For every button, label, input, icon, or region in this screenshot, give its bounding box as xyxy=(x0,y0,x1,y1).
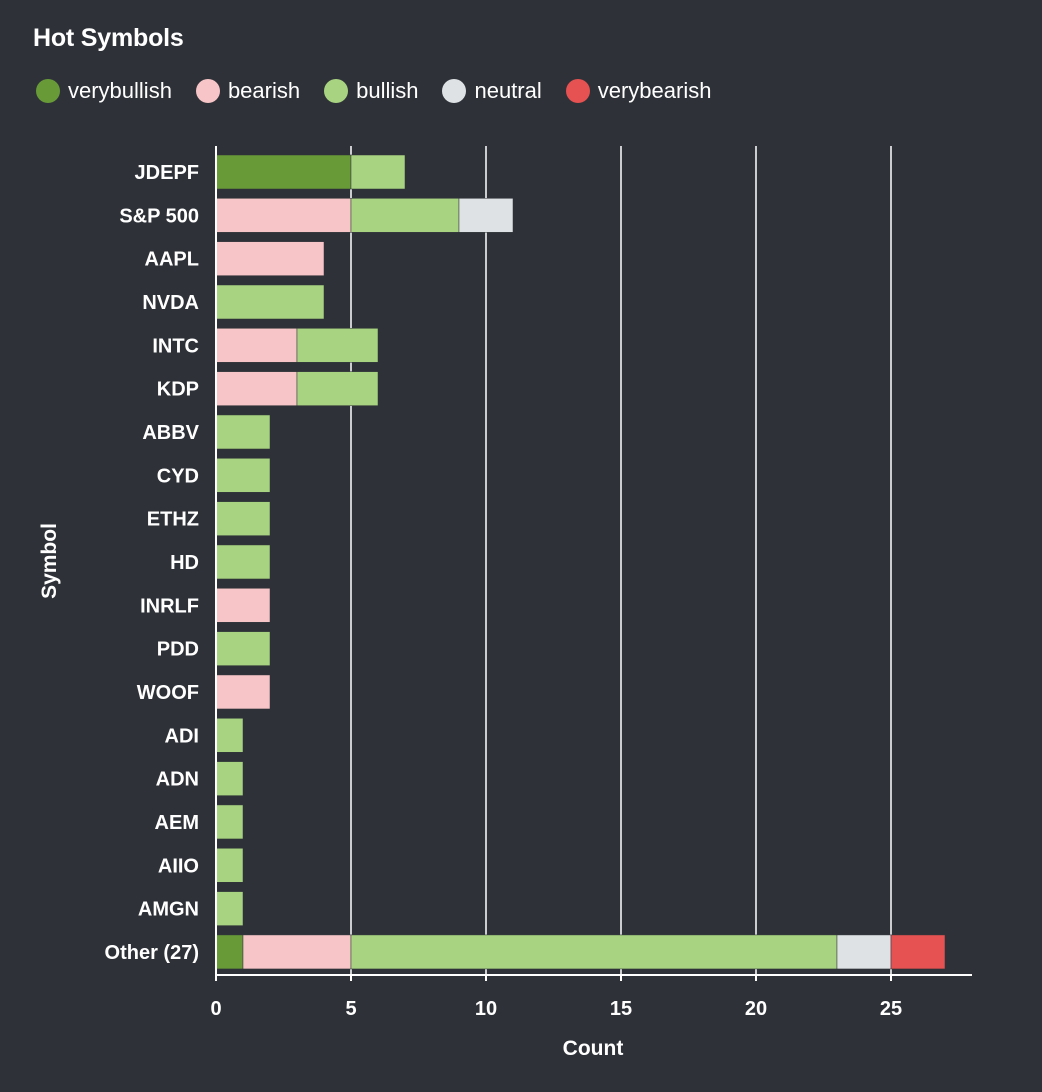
x-tick-label: 15 xyxy=(610,998,632,1020)
y-tick-label: INRLF xyxy=(140,595,199,617)
bar-segment-bearish[interactable] xyxy=(215,328,298,363)
y-tick-label: S&P 500 xyxy=(119,205,199,227)
bar-segment-bullish[interactable] xyxy=(215,544,271,580)
bar-segment-bullish[interactable] xyxy=(215,761,244,796)
bar-segment-neutral[interactable] xyxy=(458,198,514,233)
bar-segment-bullish[interactable] xyxy=(215,414,271,450)
legend-item-verybearish[interactable]: verybearish xyxy=(565,78,712,104)
legend-swatch xyxy=(565,79,590,103)
x-tick-label: 10 xyxy=(475,998,497,1020)
bar-segment-verybullish[interactable] xyxy=(215,154,352,190)
y-tick-label: CYD xyxy=(157,465,199,487)
legend-item-neutral[interactable]: neutral xyxy=(442,78,542,104)
y-tick-label: ADI xyxy=(165,725,199,747)
legend-swatch xyxy=(324,79,349,103)
bar-segment-verybullish[interactable] xyxy=(215,934,244,970)
y-tick-label: ETHZ xyxy=(147,509,199,531)
chart-legend: verybullish bearish bullish neutral verybear… xyxy=(36,78,735,104)
bar-segment-bullish[interactable] xyxy=(350,934,838,970)
legend-swatch xyxy=(195,79,220,103)
chart-title: Hot Symbols xyxy=(33,24,184,52)
bar-segment-bullish[interactable] xyxy=(215,804,244,840)
bar-segment-bullish[interactable] xyxy=(350,198,460,233)
bar-segment-bearish[interactable] xyxy=(215,588,271,623)
legend-label: bullish xyxy=(356,78,419,103)
y-tick-label: PDD xyxy=(157,639,199,661)
y-tick-label: AMGN xyxy=(138,899,199,921)
y-tick-label: KDP xyxy=(157,379,199,401)
bar-segment-bullish[interactable] xyxy=(296,328,379,363)
y-tick-label: HD xyxy=(170,552,199,574)
x-tick-label: 25 xyxy=(880,998,902,1020)
y-tick-label: JDEPF xyxy=(135,162,199,184)
bar-segment-bullish[interactable] xyxy=(215,631,271,666)
legend-label: verybullish xyxy=(68,78,172,103)
y-axis-title: Symbol xyxy=(38,523,61,599)
bar-segment-bearish[interactable] xyxy=(215,674,271,710)
y-tick-label: INTC xyxy=(152,335,199,357)
bar-segment-bullish[interactable] xyxy=(296,371,379,406)
bar-segment-bearish[interactable] xyxy=(242,934,352,970)
bar-segment-bullish[interactable] xyxy=(350,154,406,190)
legend-label: verybearish xyxy=(597,78,712,103)
legend-item-bearish[interactable]: bearish xyxy=(195,78,301,104)
y-tick-label: AEM xyxy=(155,812,199,834)
legend-swatch xyxy=(36,79,60,103)
y-tick-label: AAPL xyxy=(145,249,199,271)
bar-segment-verybearish[interactable] xyxy=(890,934,946,970)
legend-item-verybullish[interactable]: verybullish xyxy=(36,78,172,104)
bar-segment-neutral[interactable] xyxy=(836,934,892,970)
legend-item-bullish[interactable]: bullish xyxy=(324,78,418,104)
y-tick-label: AIIO xyxy=(158,855,199,877)
bar-segment-bullish[interactable] xyxy=(215,891,244,926)
y-tick-label: NVDA xyxy=(142,292,199,314)
legend-label: neutral xyxy=(474,78,542,103)
y-tick-label: WOOF xyxy=(137,682,199,704)
y-tick-label: ADN xyxy=(156,769,199,791)
x-tick-label: 5 xyxy=(345,998,356,1020)
legend-label: bearish xyxy=(227,78,301,103)
legend-swatch xyxy=(442,79,467,103)
bar-segment-bullish[interactable] xyxy=(215,848,244,883)
x-tick-label: 0 xyxy=(210,998,221,1020)
bar-segment-bullish[interactable] xyxy=(215,501,271,536)
x-tick-label: 20 xyxy=(745,998,767,1020)
bar-segment-bullish[interactable] xyxy=(215,458,271,493)
bar-segment-bearish[interactable] xyxy=(215,371,298,406)
y-tick-label: ABBV xyxy=(142,422,199,444)
bar-segment-bearish[interactable] xyxy=(215,241,325,276)
bar-segment-bullish[interactable] xyxy=(215,284,325,320)
bar-segment-bullish[interactable] xyxy=(215,718,244,753)
bar-segment-bearish[interactable] xyxy=(215,198,352,233)
x-axis-title: Count xyxy=(563,1037,624,1060)
y-tick-label: Other (27) xyxy=(105,942,199,964)
